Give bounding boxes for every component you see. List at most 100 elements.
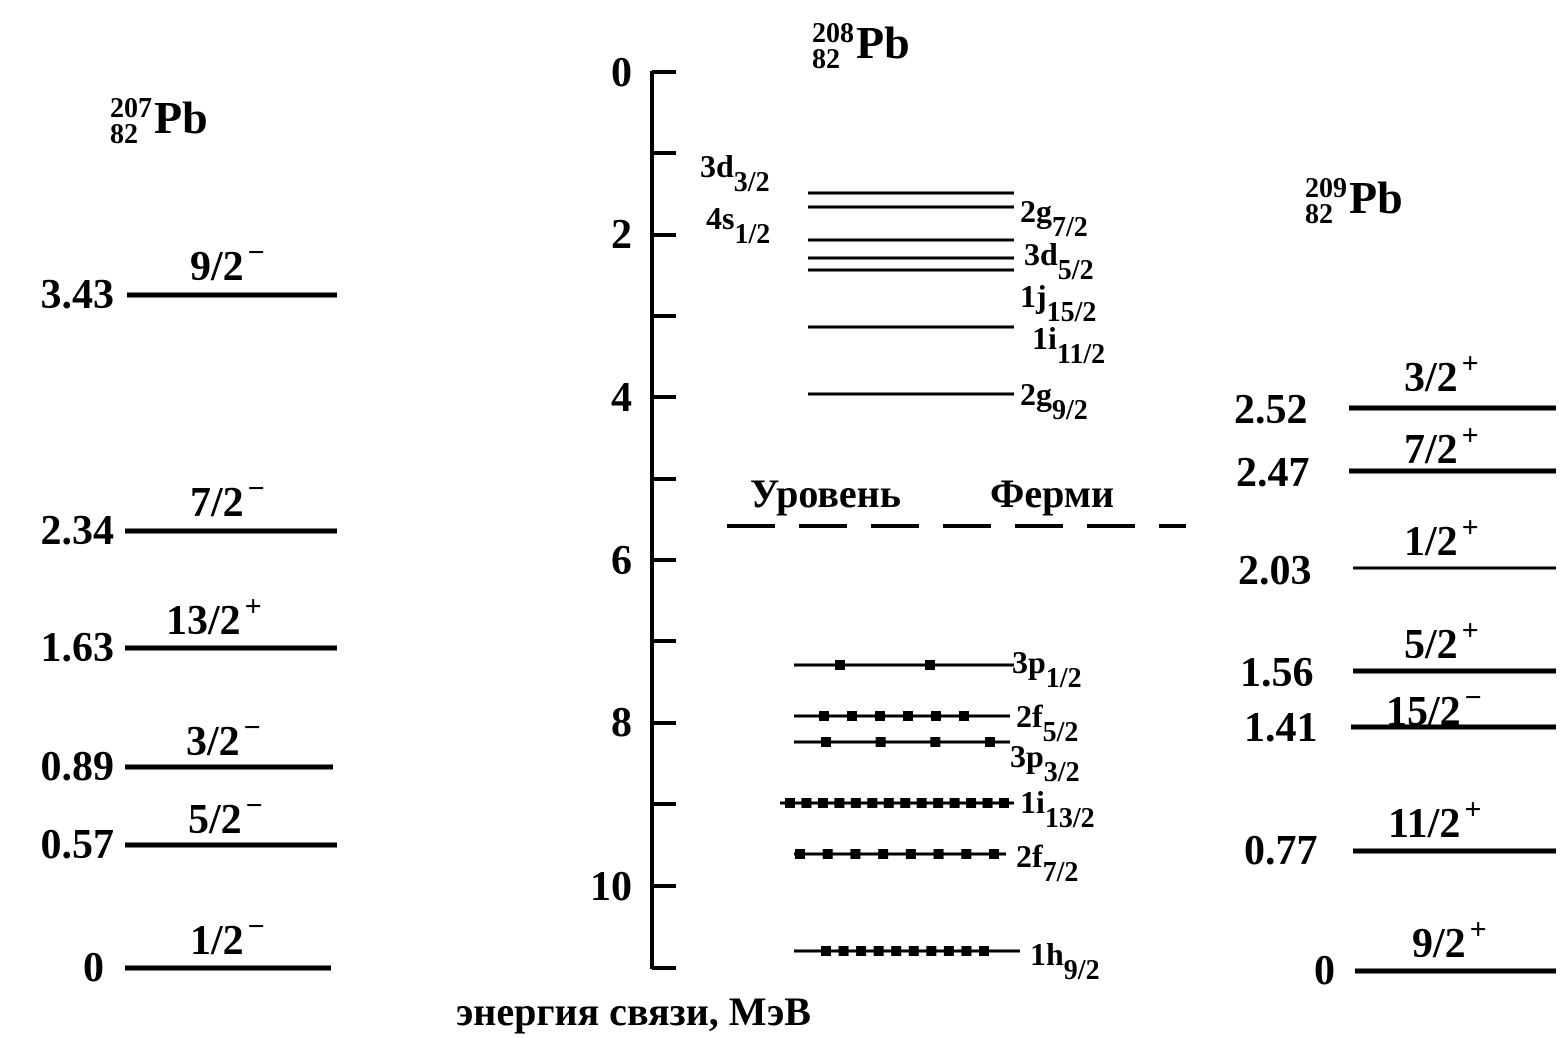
orbital-j: 9/2 (1063, 955, 1100, 986)
pb208-nucleus-label: 208 82 Pb (812, 17, 910, 74)
fermi-label-word1: Уровень (750, 471, 901, 516)
nucleon-dot (883, 798, 894, 808)
nucleon-dot (931, 711, 941, 721)
nucleon-dot (891, 946, 902, 956)
axis-tick-label: 4 (611, 375, 632, 421)
spin: 13/2 (166, 598, 241, 644)
spin: 9/2 (190, 244, 244, 290)
nucleon-dot (867, 798, 878, 808)
pb209-spin-parity: 11/2 + (1388, 793, 1482, 847)
axis-tick-label: 2 (611, 212, 632, 258)
pb209-mass-number: 209 (1305, 173, 1347, 205)
orbital-label: 3d3/2 (700, 150, 770, 197)
pb209-energy: 0 (1314, 948, 1335, 994)
orbital-label: 2g7/2 (1020, 195, 1088, 242)
nucleon-dot (930, 737, 941, 747)
spin: 7/2 (1404, 427, 1458, 473)
pb207-mass-number: 207 (110, 93, 152, 125)
axis-tick-label: 8 (611, 700, 632, 746)
pb207-nucleus-label: 207 82 Pb (110, 92, 208, 151)
pb209-spin-parity: 7/2 + (1404, 419, 1479, 473)
nucleon-dot (943, 946, 954, 956)
nucleon-dot (961, 849, 972, 859)
nucleon-dot (933, 849, 944, 859)
parity: + (1461, 614, 1479, 647)
pb209-spin-parity: 3/2 + (1404, 347, 1479, 400)
parity: − (243, 711, 261, 744)
nucleon-dot (989, 849, 999, 859)
parity: − (1464, 681, 1482, 714)
parity: + (1461, 419, 1479, 452)
parity: − (247, 910, 265, 943)
pb207-spin-parity: 7/2− (190, 474, 265, 525)
nucleon-dot (982, 798, 993, 808)
axis-tick-label: 0 (611, 50, 632, 96)
orbital-j: 1/2 (1045, 663, 1082, 694)
parity: + (244, 590, 262, 623)
energy-axis (650, 70, 676, 970)
pb207-symbol: Pb (154, 92, 208, 143)
orbital-j: 5/2 (1057, 255, 1094, 286)
pb207-spin-parity: 9/2− (190, 236, 265, 290)
orbital-label: 3d5/2 (1024, 238, 1094, 285)
nucleon-dot (850, 849, 861, 859)
spin: 15/2 (1386, 689, 1461, 735)
fermi-label-word2: Ферми (990, 471, 1115, 516)
nucleon-dot (821, 946, 831, 956)
nucleon-dot (966, 798, 977, 808)
pb208-mass-number: 208 (812, 18, 854, 50)
nucleon-dot (908, 946, 919, 956)
nucleon-dot (822, 849, 833, 859)
parity: + (1461, 347, 1479, 380)
pb209-spin-parity: 9/2 + (1412, 915, 1487, 966)
orbital-nl: 2g (1020, 193, 1052, 229)
orbital-label: 4s1/2 (706, 202, 770, 249)
spin: 5/2 (1404, 622, 1458, 668)
pb207-level-lines (125, 292, 337, 971)
nucleon-dot (817, 798, 828, 808)
orbital-j: 9/2 (1052, 395, 1088, 426)
nucleon-dot (819, 711, 829, 721)
spin: 1/2 (190, 918, 244, 964)
orbital-nl: 2g (1020, 376, 1052, 412)
pb209-energy: 1.41 (1244, 705, 1318, 751)
nucleon-dot (795, 849, 805, 859)
spin: 3/2 (186, 719, 240, 765)
orbital-nl: 1i (1020, 784, 1045, 820)
unoccupied-orbital-lines (808, 191, 1014, 396)
nucleon-dot (785, 798, 795, 808)
nucleon-dot (916, 798, 927, 808)
pb209-spin-parity: 1/2 + (1404, 513, 1479, 565)
nucleon-dot (903, 711, 913, 721)
orbital-nl: 3p (1010, 738, 1044, 774)
orbital-nl: 1i (1032, 320, 1057, 356)
parity: + (1464, 793, 1482, 826)
parity: − (247, 236, 265, 269)
pb207-energy: 0.57 (40, 822, 115, 868)
orbital-j: 3/2 (1043, 757, 1080, 788)
nucleon-dot (801, 798, 812, 808)
pb209-spin-parity: 15/2− (1386, 681, 1482, 735)
orbital-j: 15/2 (1046, 297, 1097, 328)
spin: 1/2 (1404, 519, 1458, 565)
nucleon-dot (985, 737, 995, 747)
pb207-energy: 0.89 (40, 744, 115, 790)
pb207-energy: 0 (83, 945, 104, 991)
orbital-nl: 3p (1012, 644, 1046, 680)
pb208-symbol: Pb (856, 17, 910, 68)
pb207-spin-parity: 1/2− (190, 910, 265, 964)
pb209-spin-parity: 5/2 + (1404, 614, 1479, 668)
pb207-charge-number: 82 (110, 119, 138, 151)
spin: 5/2 (188, 797, 242, 843)
nucleon-dot (821, 737, 831, 747)
pb207-spin-parity: 13/2 + (166, 590, 262, 644)
orbital-nl: 1j (1020, 278, 1047, 314)
nucleon-dot (979, 946, 989, 956)
orbital-nl: 4s (706, 200, 735, 236)
nucleon-dot (961, 946, 972, 956)
nucleon-dot (905, 849, 916, 859)
nucleon-dot (926, 946, 937, 956)
spin: 11/2 (1388, 801, 1461, 847)
nucleon-dot (959, 711, 969, 721)
